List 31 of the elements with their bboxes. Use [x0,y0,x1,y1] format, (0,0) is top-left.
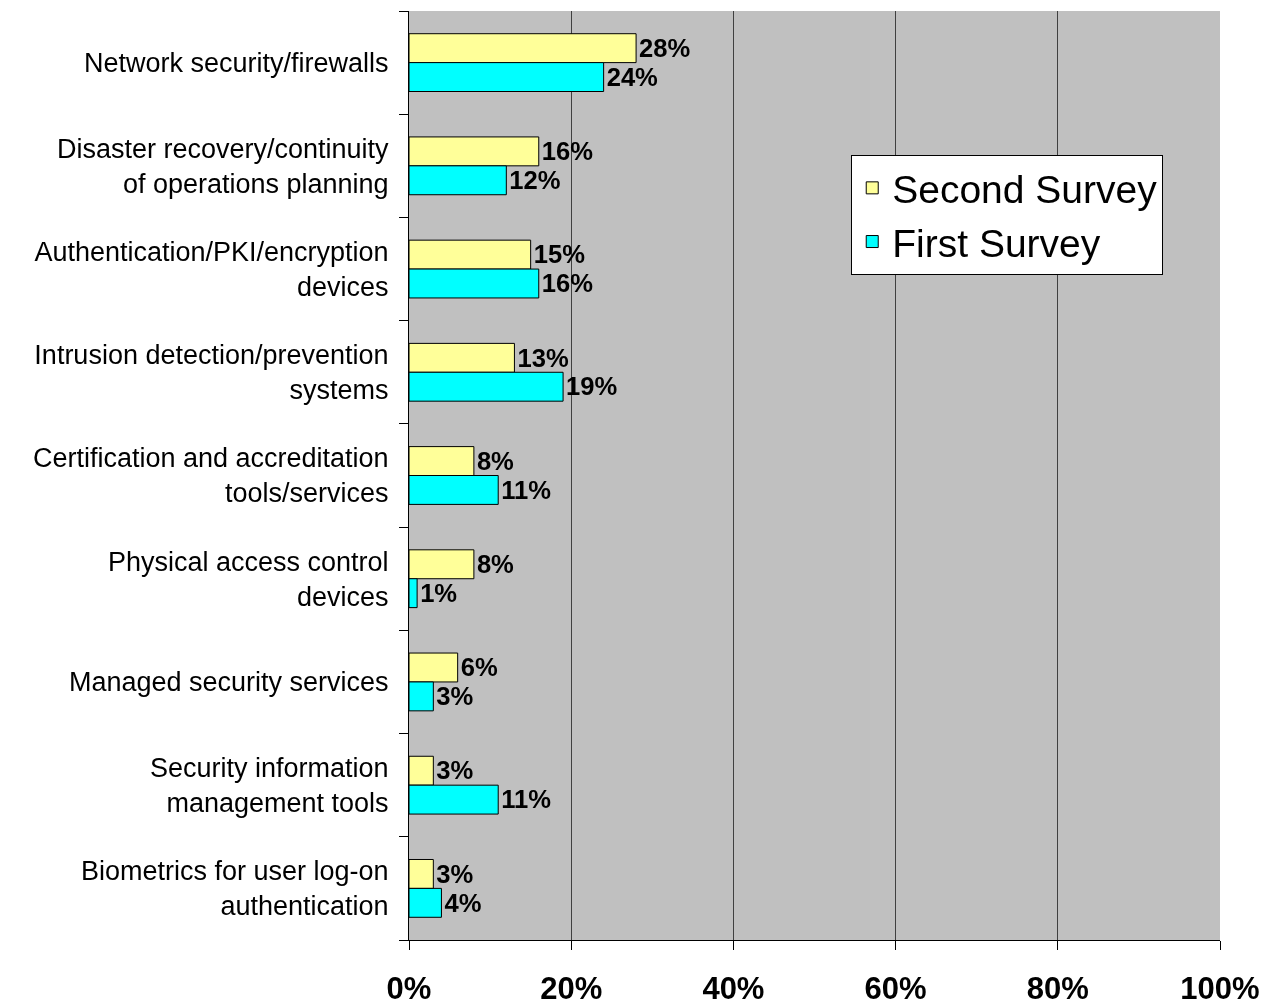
x-tick-label: 40% [702,971,765,1006]
data-label: 11% [501,785,552,814]
x-tick-label: 60% [864,971,927,1006]
data-label: 12% [509,165,561,194]
data-label: 3% [436,859,474,888]
y-tick-label: Certification and accreditation tools/services [32,443,389,509]
data-label: 1% [420,578,458,607]
y-tick-label: Biometrics for user log-on authentication [80,856,389,922]
x-tick-label: 20% [540,971,603,1006]
x-tick-label: 80% [1026,971,1089,1006]
y-tick-label: Intrusion detection/prevention systems [34,340,389,406]
y-tick-label: Managed security services [68,667,389,698]
y-tick-label: Network security/firewalls [84,48,389,79]
data-label: 3% [436,756,474,785]
data-label: 3% [436,682,474,711]
data-label: 11% [501,475,552,504]
data-label: 6% [460,653,498,682]
data-label: 8% [476,549,515,578]
legend-label: First Survey [892,221,1101,265]
y-tick-label: Physical access control devices [107,546,389,612]
y-tick-label: Security information management tools [149,753,389,819]
legend-label: Second Survey [892,168,1158,212]
data-label: 8% [476,446,515,475]
x-tick-label: 0% [386,971,432,1006]
data-label: 28% [639,33,691,62]
data-label: 13% [517,343,569,372]
data-label: 24% [606,62,659,91]
y-tick-label: Authentication/PKI/encryption devices [34,236,389,303]
y-tick-label: Disaster recovery/continuity of operations planning [56,133,390,199]
data-label: 4% [444,888,482,917]
x-tick-label: 100% [1180,971,1260,1006]
